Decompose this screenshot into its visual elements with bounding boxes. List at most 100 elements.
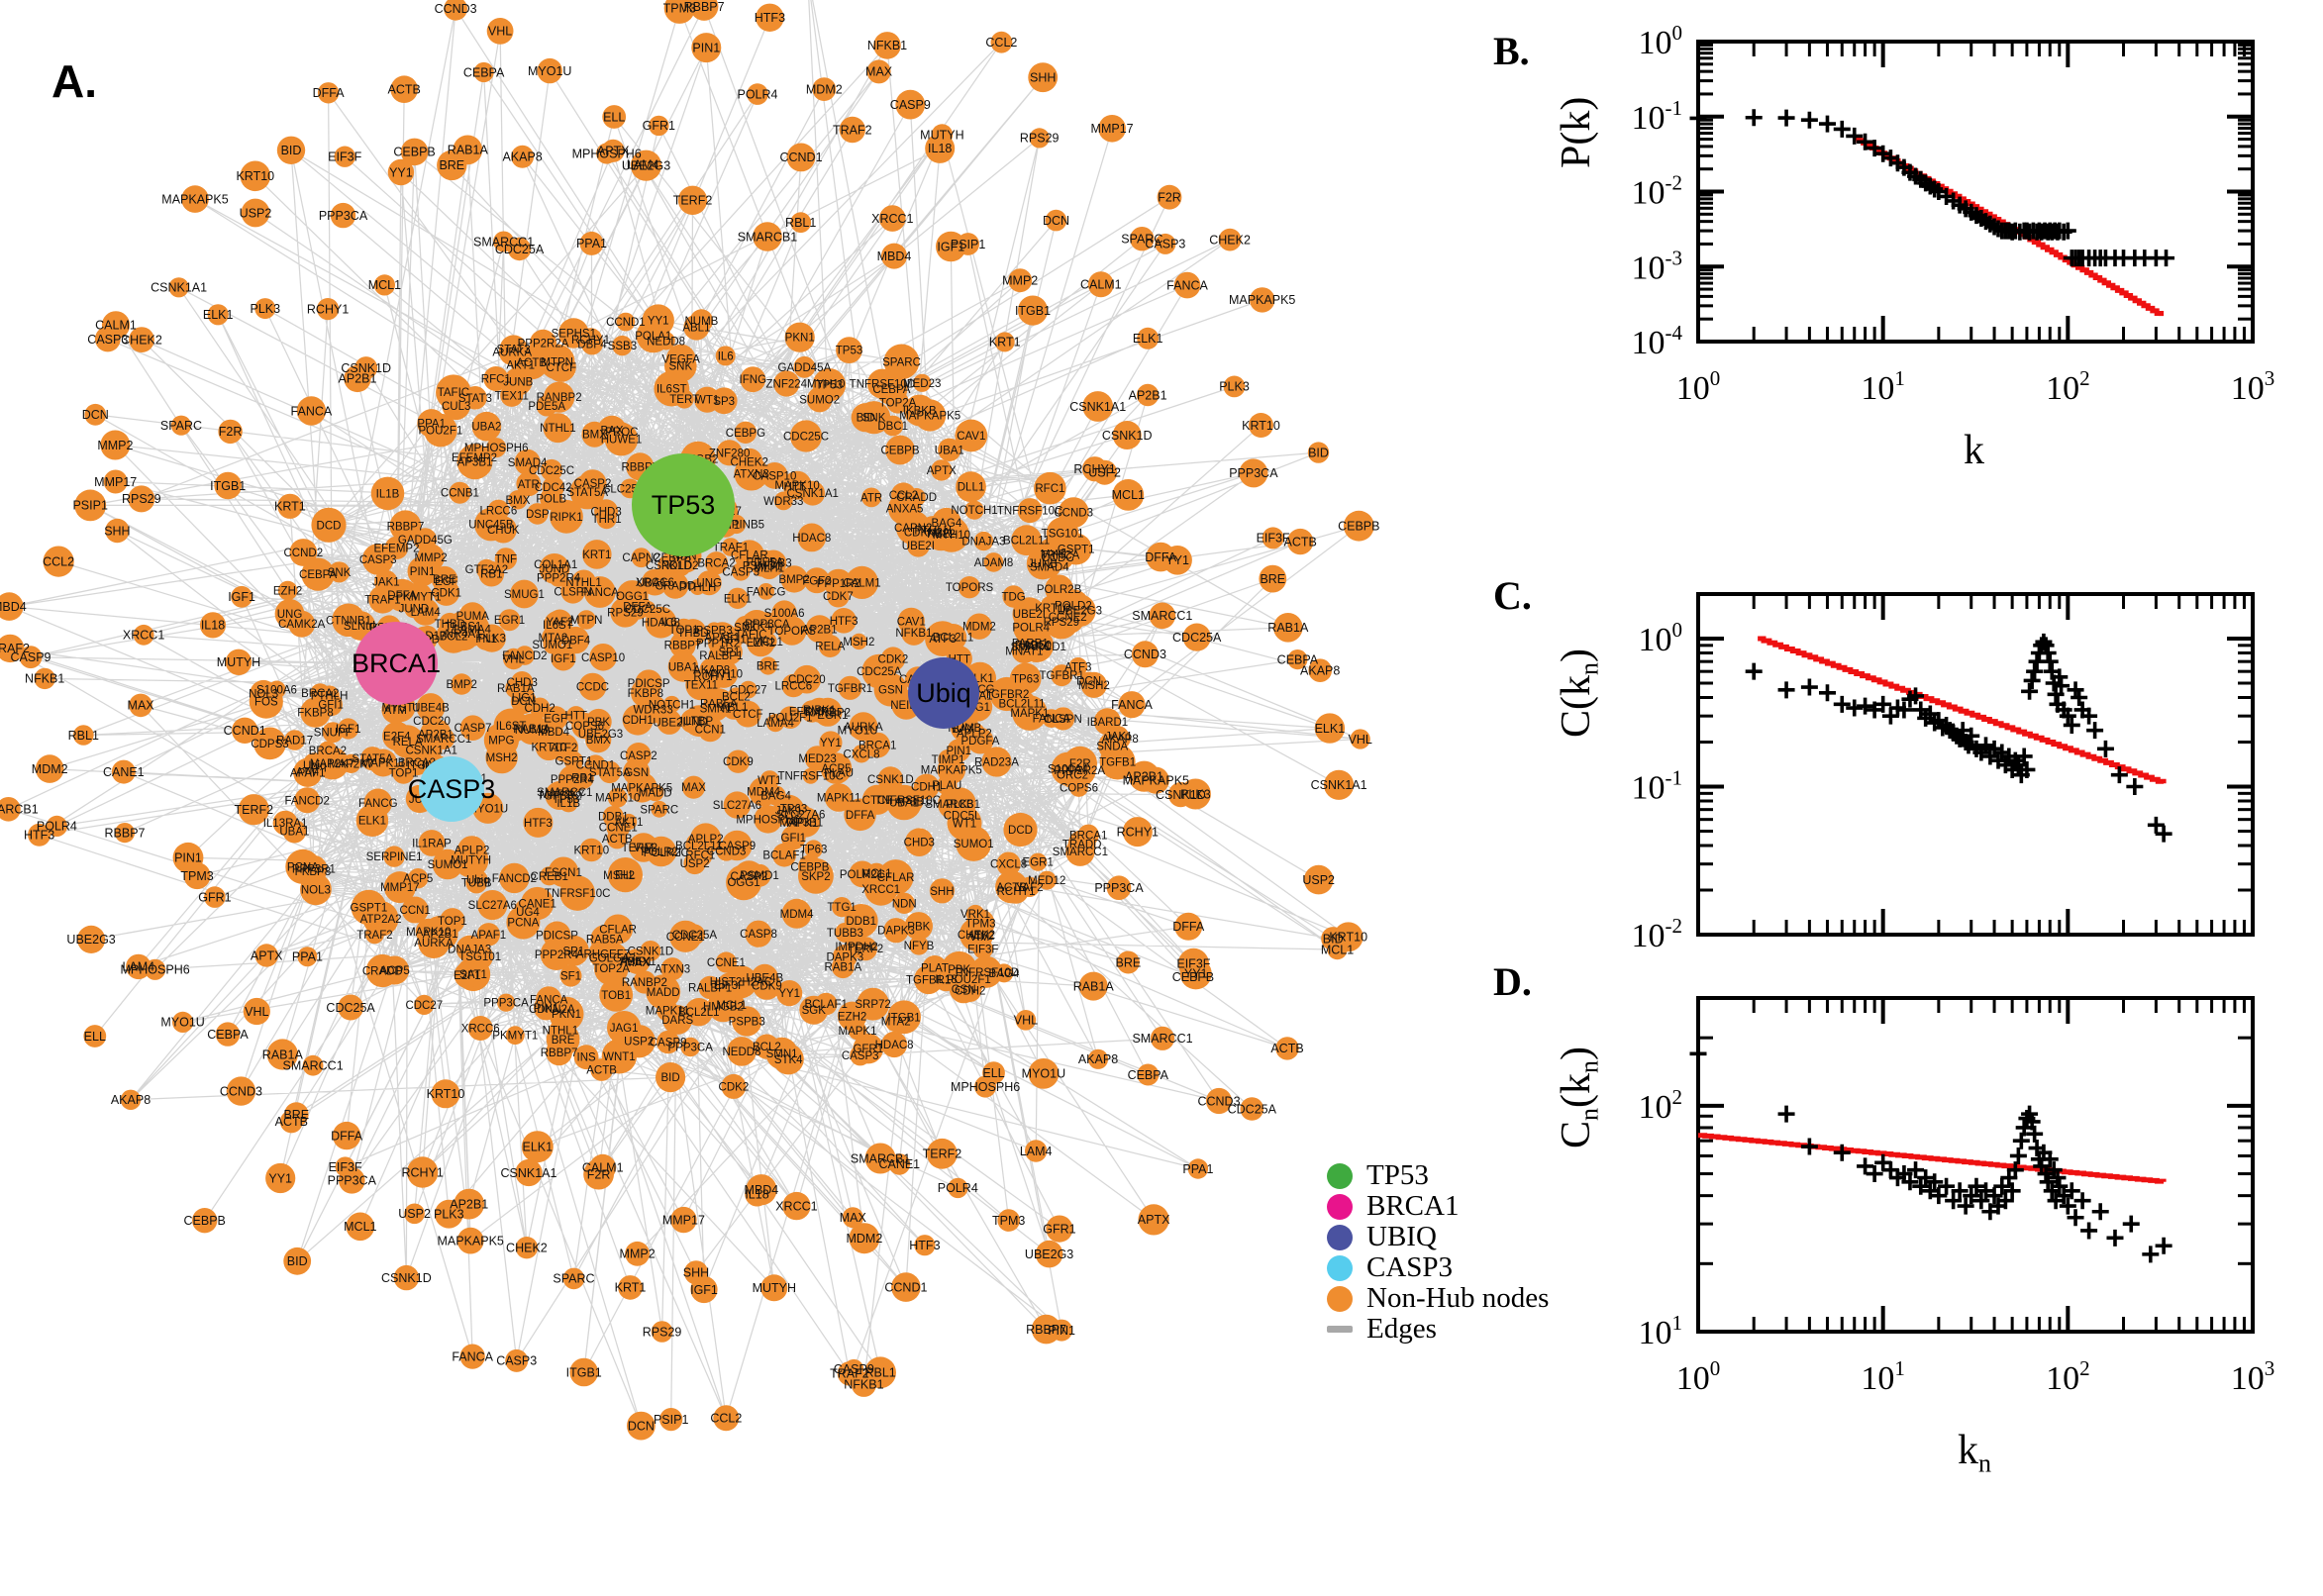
gene-node-label: MYO1U [1022,1067,1065,1081]
gene-node-label: ADAM8 [974,557,1014,569]
gene-node [1249,413,1273,438]
gene-node-label: JUND [677,716,708,728]
data-point [1745,662,1763,680]
gene-node-label: RBL1 [785,216,816,230]
gene-node-label: CSNK1A1 [501,1166,557,1180]
gene-node-label: ELK1 [724,593,752,605]
gene-node-label: CASP9 [650,1038,687,1049]
gene-node-label: HTT [565,711,587,723]
gene-node-label: MDM2 [32,762,68,776]
gene-node-label: IL6ST [656,384,687,396]
data-point [1895,701,1913,719]
gene-node [664,349,697,383]
hub-node-tp53[interactable] [632,453,735,556]
hub-node-brca1[interactable] [354,622,438,705]
gene-node [1239,458,1268,488]
gene-node-label: MNAT1 [1005,646,1043,657]
gene-node-label: F2R [1069,758,1091,770]
axis-tick-label: 10-3 [1632,246,1683,286]
gene-node-label: SMARCC1 [416,734,471,746]
data-point [1993,1177,2011,1195]
gene-node-label: AURKA [492,348,532,359]
gene-node [486,18,514,45]
gene-node [836,337,862,363]
gene-node [351,889,387,926]
gene-node [683,1260,709,1285]
gene-node [960,917,993,951]
plot-frame [1696,40,2255,344]
gene-node-label: SF1 [560,971,581,983]
gene-node-label: GFI1 [318,700,344,712]
gene-node-label: RB1 [480,569,502,581]
fit-line [1758,636,2167,784]
gene-node-label: ELL [615,870,636,882]
gene-node [105,518,130,544]
gene-node-label: XRCC6 [461,1024,500,1036]
gene-node-label: YAF2 [546,617,573,629]
gene-node [449,481,471,504]
gene-node [895,89,926,120]
axis-tick-label: 101 [1861,366,1905,407]
gene-node-label: KRT10 [532,743,567,754]
gene-node-label: TERT [669,394,699,406]
gene-node-label: CCN1 [695,724,726,736]
data-point [2021,1105,2039,1123]
hub-node-label-tp53: TP53 [652,490,716,520]
gene-node-label: CUL3 [442,401,470,413]
hub-node-ubiq[interactable] [908,657,979,729]
gene-node-label: MSH2 [1078,680,1110,692]
gene-node [558,318,589,349]
gene-node [776,980,803,1007]
gene-node-label: CTCF [862,795,893,807]
gene-node-label: TRAF2 [0,642,30,655]
gene-node-label: PPA1 [1182,1162,1213,1176]
gene-node [760,462,788,489]
gene-node-label: CDC27 [405,1000,443,1012]
gene-node [745,920,772,948]
gene-node [1052,707,1075,731]
gene-node [731,562,751,581]
data-point [2035,633,2053,650]
gene-node-label: RELA [393,737,423,748]
gene-node [716,972,743,998]
gene-node-label: NTHL1 [543,1026,578,1038]
gene-node [285,848,321,885]
gene-node-label: MMP2 [620,1247,656,1261]
gene-node [883,344,920,380]
gene-node [866,59,891,84]
gene-node-label: BAG4 [989,968,1020,980]
gene-node-label: TERF2 [923,1147,962,1161]
gene-node-label: STAT5A [589,767,631,779]
gene-node [477,890,508,921]
gene-node [594,950,629,986]
gene-node [792,664,822,694]
gene-node-label: CDC25A [672,930,718,942]
gene-node [317,298,340,321]
gene-node-label: SMARCB1 [0,803,39,817]
gene-node-label: TP53 [553,794,580,806]
data-point [1951,1182,1969,1200]
gene-node-label: PSPB3 [696,626,733,638]
gene-node [540,458,563,482]
gene-node [818,635,842,657]
gene-node-label: POLR4 [37,820,77,834]
panel-b-chart: 100 10-1 10-2 10-3 10-4 100 101 102 103 [1632,21,2275,407]
gene-node [625,1241,650,1266]
hub-node-casp3[interactable] [419,756,484,822]
gene-node-label: SHH [1030,70,1056,84]
gene-node-label: CALM1 [95,319,137,333]
gene-node [842,1207,863,1229]
gene-node-label: MAPK11 [361,758,406,770]
gene-node-label: CAPN2 [622,552,659,564]
gene-node [766,714,785,733]
gene-node-label: RCHY1 [693,671,732,683]
gene-node-label: CASP7 [454,723,492,735]
gene-node-label: THBS1 [445,621,481,633]
gene-node-label: MUTYH [753,1281,796,1295]
gene-node [790,212,812,234]
gene-node-label: EIF3F [1176,957,1210,971]
gene-node-label: BRCA1 [858,741,896,752]
gene-node-label: ACTB [275,1115,308,1129]
gene-node-label: HDAC8 [642,618,680,630]
gene-node-label: NR4A1 [446,629,482,641]
